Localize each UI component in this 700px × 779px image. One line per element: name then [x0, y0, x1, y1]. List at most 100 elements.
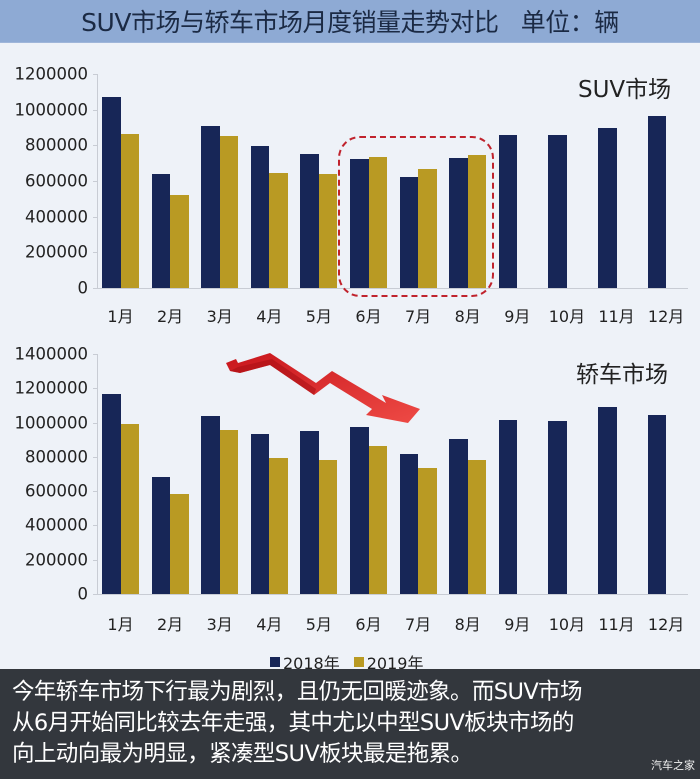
legend-label-2019: 2019年: [366, 654, 424, 673]
bar-2018-8: [449, 157, 468, 288]
sedan-chart: 轿车市场 1400000 1200000 1000000 800000 600000 40…: [14, 344, 688, 634]
suv-chart: SUV市场 1200000 1000000 800000 600000 400000 20…: [0, 0, 700, 335]
summary-line-1: 今年轿车市场下行最为剧烈，且仍无回暖迹象。而SUV市场: [12, 679, 583, 705]
y-tick-mark: [93, 456, 97, 458]
bar-2019-2: [170, 494, 189, 594]
y-tick-mark: [93, 74, 97, 75]
bar-2018-1: [102, 97, 121, 288]
y-tick-mark: [93, 216, 97, 218]
y-tick-mark: [93, 594, 97, 595]
bar-2019-7: [418, 169, 437, 288]
x-tick-label: 1月: [107, 615, 134, 634]
x-tick-label: 4月: [256, 307, 283, 326]
y-tick-label: 0: [77, 584, 89, 604]
y-tick-label: 800000: [25, 135, 88, 155]
y-tick-label: 400000: [25, 207, 88, 227]
bar-2018-4: [250, 146, 270, 288]
bar-2018-9: [498, 134, 518, 288]
x-tick-label: 2月: [157, 307, 184, 326]
bar-2018-10: [548, 135, 567, 288]
y-tick-label: 1200000: [14, 378, 89, 398]
y-tick-label: 600000: [25, 481, 88, 501]
downward-trend-arrow-icon: [226, 353, 420, 423]
bar-2019-8: [467, 460, 487, 594]
bar-2019-3: [219, 429, 239, 594]
bar-2018-11: [598, 128, 617, 288]
y-tick-mark: [93, 388, 97, 390]
bar-2018-10: [548, 421, 567, 594]
x-tick-label: 12月: [647, 615, 685, 634]
y-tick-mark: [93, 109, 97, 111]
bar-2018-12: [647, 415, 667, 594]
legend-label-2018: 2018年: [283, 654, 340, 673]
watermark-logo-text: 汽车之家: [651, 759, 695, 772]
y-tick-label: 600000: [25, 171, 88, 191]
bar-2018-6: [350, 427, 369, 594]
bar-2019-1: [120, 423, 139, 594]
bar-2019-6: [368, 446, 387, 594]
y-tick-mark: [93, 181, 97, 182]
bar-2018-11: [598, 407, 617, 594]
bar-2019-8: [467, 155, 487, 288]
y-tick-label: 1000000: [14, 100, 89, 120]
x-tick-label: 10月: [548, 307, 586, 326]
y-tick-label: 1400000: [14, 344, 89, 364]
bar-2019-5: [318, 459, 338, 594]
bar-2018-5: [300, 431, 319, 594]
x-axis-line: [97, 594, 688, 595]
x-tick-label: 7月: [405, 307, 432, 326]
bar-2018-6: [350, 158, 369, 288]
x-tick-label: 8月: [454, 307, 481, 326]
x-tick-label: 11月: [598, 307, 635, 326]
chart-legend: 2018年 2019年: [270, 650, 437, 674]
bar-2018-7: [399, 177, 419, 288]
bar-2019-1: [120, 133, 139, 288]
y-tick-mark: [93, 559, 97, 561]
y-tick-mark: [93, 288, 97, 289]
bar-2018-4: [250, 433, 270, 594]
legend-swatch-2019: [353, 657, 364, 667]
x-tick-label: 7月: [405, 615, 432, 634]
bar-2019-2: [170, 195, 189, 288]
bar-2018-5: [300, 154, 319, 288]
x-axis-line: [97, 288, 688, 289]
y-tick-mark: [93, 354, 97, 355]
x-tick-label: 4月: [256, 615, 283, 634]
bar-2018-9: [498, 420, 518, 594]
bar-2018-12: [647, 116, 667, 288]
bar-2019-3: [219, 136, 239, 288]
y-tick-label: 1000000: [14, 413, 89, 433]
y-axis-line: [97, 354, 98, 594]
x-tick-label: 8月: [454, 615, 481, 634]
bar-2018-7: [399, 453, 419, 594]
header-bar: SUV市场与轿车市场月度销量走势对比 单位：辆: [0, 0, 700, 43]
bar-2019-7: [418, 468, 437, 594]
y-tick-label: 0: [77, 278, 89, 298]
y-tick-mark: [93, 491, 97, 493]
x-tick-label: 9月: [504, 307, 531, 326]
bar-2018-3: [201, 126, 220, 288]
x-tick-label: 11月: [598, 615, 635, 634]
x-tick-label: 9月: [504, 615, 531, 634]
y-tick-label: 400000: [25, 515, 88, 535]
x-tick-label: 5月: [305, 307, 332, 326]
legend-item-2018: 2018年: [270, 650, 340, 674]
x-tick-label: 3月: [206, 307, 233, 326]
summary-line-2: 从6月开始同比较去年走强，其中尤以中型SUV板块市场的: [12, 710, 574, 736]
legend-swatch-2018: [270, 657, 280, 667]
page-title: SUV市场与轿车市场月度销量走势对比 单位：辆: [81, 8, 619, 37]
x-tick-label: 6月: [355, 615, 382, 634]
bar-2019-4: [269, 458, 288, 594]
y-tick-label: 200000: [25, 550, 88, 570]
bar-2018-8: [449, 438, 468, 594]
sedan-chart-title: 轿车市场: [576, 362, 668, 388]
bar-2018-2: [151, 173, 171, 288]
y-tick-mark: [93, 145, 97, 147]
bar-2018-2: [151, 477, 171, 594]
bar-2019-5: [318, 174, 338, 288]
y-tick-label: 800000: [25, 447, 88, 467]
y-tick-mark: [93, 525, 97, 527]
bar-2019-4: [269, 172, 288, 288]
bar-2018-3: [201, 416, 220, 594]
x-tick-label: 6月: [355, 307, 382, 326]
